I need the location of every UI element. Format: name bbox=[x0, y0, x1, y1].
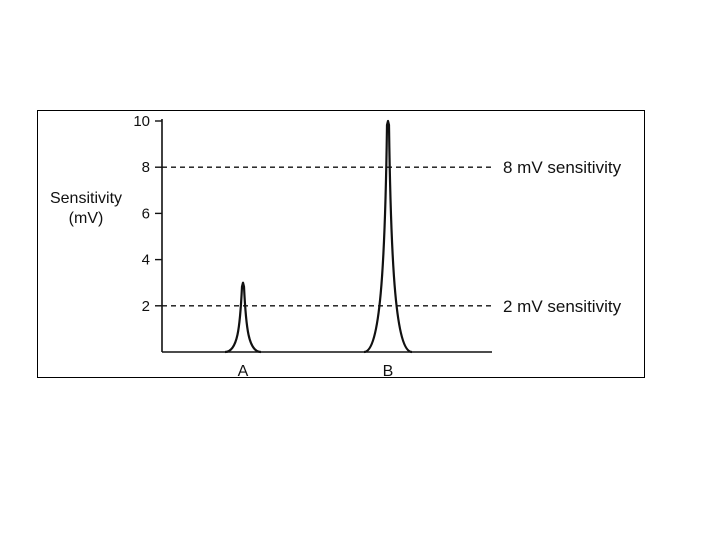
y-tick-label-8: 8 bbox=[142, 159, 150, 176]
category-label-B: B bbox=[383, 363, 394, 380]
reference-lines: 8 mV sensitivity 2 mV sensitivity bbox=[162, 158, 622, 316]
chart-axes bbox=[161, 119, 492, 353]
y-tick-label-4: 4 bbox=[142, 252, 150, 269]
y-axis-label-line-1: Sensitivity bbox=[49, 190, 123, 207]
reference-label-2mv: 2 mV sensitivity bbox=[503, 297, 622, 316]
y-axis-label: Sensitivity (mV) bbox=[38, 189, 134, 229]
peaks bbox=[224, 119, 413, 354]
peak-B bbox=[363, 119, 413, 354]
reference-label-8mv: 8 mV sensitivity bbox=[503, 158, 622, 177]
y-ticks: 2 4 6 8 10 bbox=[133, 113, 162, 315]
y-tick-label-2: 2 bbox=[142, 298, 150, 315]
y-axis-label-line-2: (mV) bbox=[68, 210, 104, 227]
peak-A bbox=[224, 281, 262, 354]
figure-frame bbox=[37, 110, 645, 378]
y-tick-label-10: 10 bbox=[133, 113, 150, 130]
category-label-A: A bbox=[238, 363, 249, 380]
y-tick-label-6: 6 bbox=[142, 205, 150, 222]
